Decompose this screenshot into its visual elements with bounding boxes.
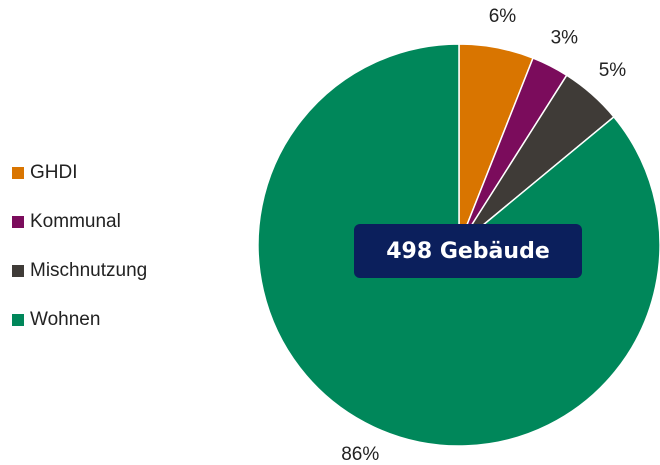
legend-label: Wohnen bbox=[30, 309, 100, 330]
data-label: 3% bbox=[551, 27, 579, 48]
annotation-box bbox=[354, 224, 582, 278]
pie-slice bbox=[257, 43, 660, 447]
data-label: 5% bbox=[599, 60, 627, 81]
pie bbox=[257, 43, 660, 447]
annotation: 498 Gebäude bbox=[386, 239, 550, 264]
legend-swatch bbox=[12, 314, 24, 326]
legend-swatch bbox=[12, 167, 24, 179]
data-label: 86% bbox=[341, 444, 379, 465]
legend-swatch bbox=[12, 216, 24, 228]
legend-label: Kommunal bbox=[30, 211, 121, 232]
data-label: 6% bbox=[489, 6, 517, 27]
legend-swatch bbox=[12, 265, 24, 277]
legend-label: GHDI bbox=[30, 162, 78, 183]
legend-label: Mischnutzung bbox=[30, 260, 147, 281]
